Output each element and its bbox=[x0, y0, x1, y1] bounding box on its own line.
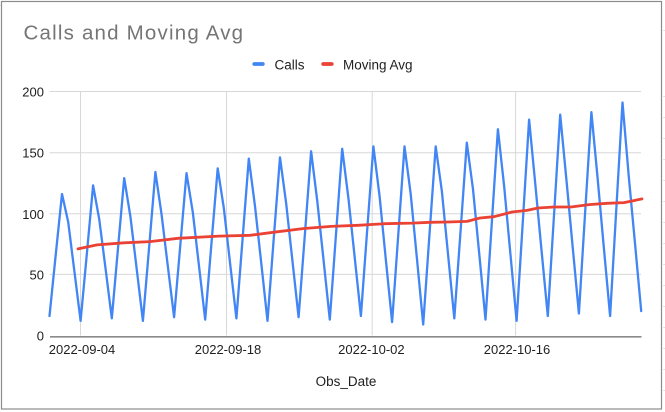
svg-text:50: 50 bbox=[30, 267, 44, 282]
svg-text:0: 0 bbox=[37, 329, 44, 344]
svg-text:Calls: Calls bbox=[275, 58, 305, 73]
svg-text:Calls and Moving Avg: Calls and Moving Avg bbox=[24, 22, 245, 45]
svg-text:2022-10-16: 2022-10-16 bbox=[484, 342, 551, 357]
svg-text:2022-09-18: 2022-09-18 bbox=[195, 342, 262, 357]
svg-text:Obs_Date: Obs_Date bbox=[316, 374, 377, 389]
svg-text:150: 150 bbox=[22, 146, 44, 161]
svg-text:2022-09-04: 2022-09-04 bbox=[49, 342, 116, 357]
svg-text:100: 100 bbox=[22, 207, 44, 222]
svg-text:200: 200 bbox=[22, 85, 44, 100]
svg-text:2022-10-02: 2022-10-02 bbox=[338, 342, 405, 357]
svg-text:Moving Avg: Moving Avg bbox=[343, 58, 413, 73]
